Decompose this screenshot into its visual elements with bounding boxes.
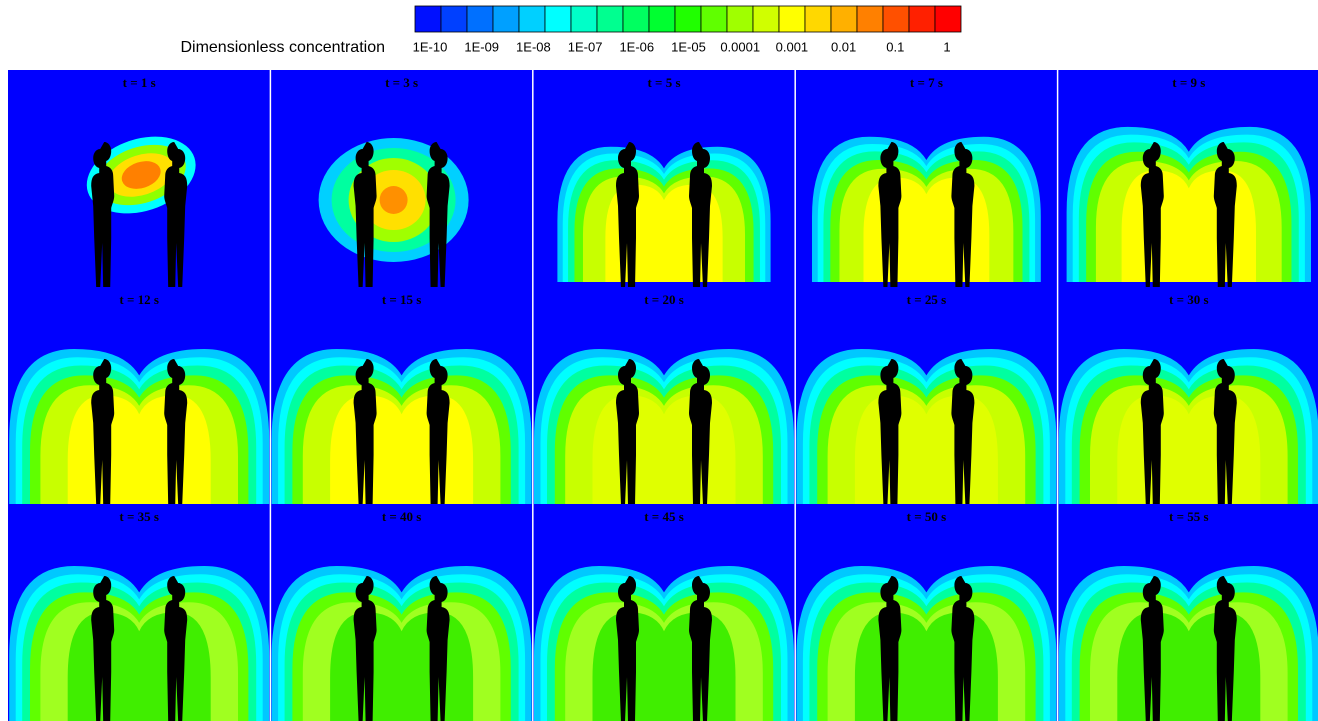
colorbar-swatch <box>623 6 649 32</box>
panel-title: t = 9 s <box>1172 75 1205 90</box>
colorbar-swatch <box>753 6 779 32</box>
panel: t = 25 s <box>795 287 1057 514</box>
panel-title: t = 30 s <box>1169 292 1209 307</box>
panel: t = 3 s <box>270 70 532 292</box>
panel-title: t = 15 s <box>382 292 422 307</box>
colorbar-tick-label: 0.01 <box>831 39 856 54</box>
colorbar-swatch <box>493 6 519 32</box>
figure: Dimensionless concentration 1E-10 1E-09 1E… <box>0 0 1318 721</box>
colorbar-swatch <box>519 6 545 32</box>
panel-title: t = 1 s <box>123 75 156 90</box>
colorbar-tick-label: 1E-10 <box>413 39 448 54</box>
colorbar-swatch <box>857 6 883 32</box>
colorbar-tick-label: 1E-08 <box>516 39 551 54</box>
colorbar-swatch <box>831 6 857 32</box>
panel: t = 12 s <box>8 287 270 514</box>
panel: t = 40 s <box>270 504 532 721</box>
colorbar-tick-label: 0.1 <box>886 39 904 54</box>
colorbar-swatch <box>545 6 571 32</box>
colorbar-tick-label: 1E-09 <box>464 39 499 54</box>
colorbar-tick-label: 1E-07 <box>568 39 603 54</box>
legend-title: Dimensionless concentration <box>180 39 385 56</box>
colorbar-swatch <box>597 6 623 32</box>
colorbar-tick-label: 1E-06 <box>619 39 654 54</box>
panel: t = 9 s <box>1058 70 1318 292</box>
colorbar-swatch <box>441 6 467 32</box>
colorbar-swatch <box>649 6 675 32</box>
panel: t = 20 s <box>533 287 795 514</box>
colorbar-swatch <box>571 6 597 32</box>
colorbar-tick-label: 1E-05 <box>671 39 706 54</box>
panel: t = 50 s <box>795 504 1057 721</box>
colorbar-tick-label: 0.0001 <box>720 39 760 54</box>
colorbar-swatch <box>467 6 493 32</box>
colorbar-swatch <box>883 6 909 32</box>
colorbar-swatch <box>779 6 805 32</box>
colorbar-swatch <box>935 6 961 32</box>
panel-title: t = 35 s <box>119 509 159 524</box>
panel: t = 7 s <box>795 70 1057 292</box>
panel-title: t = 50 s <box>907 509 947 524</box>
panel-title: t = 45 s <box>644 509 684 524</box>
colorbar-swatch <box>415 6 441 32</box>
colorbar-swatch <box>701 6 727 32</box>
colorbar-tick-label: 1 <box>943 39 950 54</box>
panel-title: t = 55 s <box>1169 509 1209 524</box>
panel-title: t = 5 s <box>647 75 680 90</box>
colorbar-swatch <box>675 6 701 32</box>
colorbar-swatch <box>727 6 753 32</box>
panel: t = 55 s <box>1058 504 1318 721</box>
panel: t = 35 s <box>8 504 270 721</box>
panel-title: t = 12 s <box>119 292 159 307</box>
panel-title: t = 7 s <box>910 75 943 90</box>
panel: t = 1 s <box>8 70 270 292</box>
panel-title: t = 25 s <box>907 292 947 307</box>
panel: t = 5 s <box>533 70 795 292</box>
colorbar-swatch <box>805 6 831 32</box>
colorbar-swatch <box>909 6 935 32</box>
panel-title: t = 3 s <box>385 75 418 90</box>
colorbar-tick-label: 0.001 <box>776 39 809 54</box>
plume <box>380 186 408 214</box>
panel: t = 30 s <box>1058 287 1318 514</box>
panel-title: t = 40 s <box>382 509 422 524</box>
panel: t = 15 s <box>270 287 532 514</box>
panel: t = 45 s <box>533 504 795 721</box>
panel-title: t = 20 s <box>644 292 684 307</box>
